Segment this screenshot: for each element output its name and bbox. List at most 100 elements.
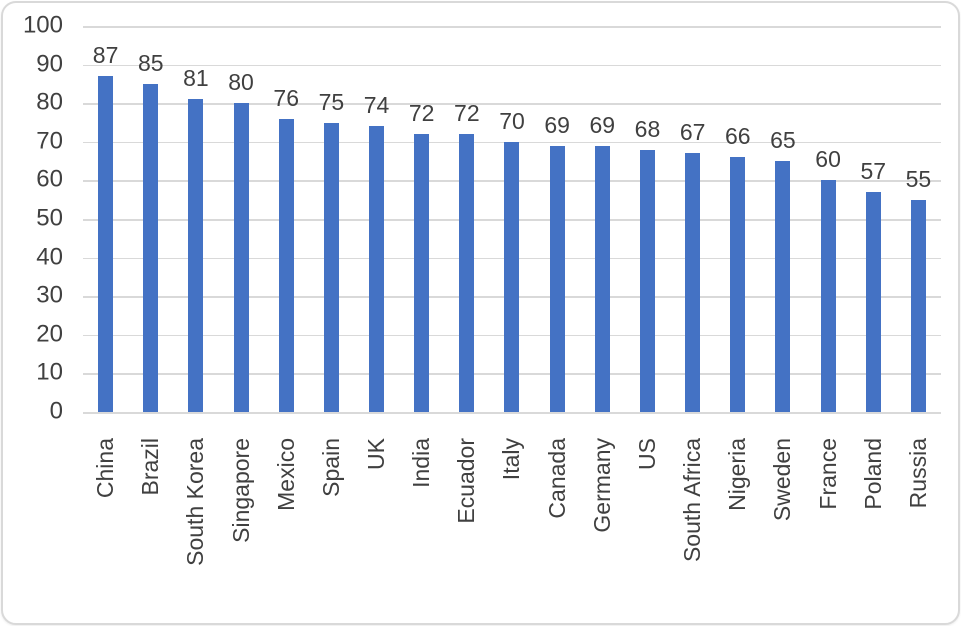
bar-ecuador [459,134,475,412]
bar-us [639,149,655,412]
bar-column-canada: 69 [535,26,580,412]
x-tick-label-nigeria: Nigeria [724,438,751,511]
x-tick-label-mexico: Mexico [272,438,299,511]
x-label-cell-france: France [806,438,851,626]
y-tick-label-50: 50 [36,204,63,232]
bar-column-italy: 70 [489,26,534,412]
data-label-russia: 55 [905,165,932,192]
bar-column-us: 68 [625,26,670,412]
data-label-canada: 69 [544,111,570,138]
x-label-cell-italy: Italy [489,438,534,626]
data-label-uk: 74 [363,92,390,119]
y-tick-label-40: 40 [36,243,63,271]
data-label-ecuador: 72 [454,100,480,127]
y-tick-label-10: 10 [36,358,63,386]
bar-china [98,76,114,412]
data-label-spain: 75 [318,88,345,115]
x-label-cell-singapore: Singapore [218,438,263,626]
y-axis: 100 90 80 70 60 50 40 30 20 10 0 [3,3,67,623]
x-label-cell-india: India [399,438,444,626]
x-label-cell-ecuador: Ecuador [444,438,489,626]
bar-india [414,134,430,412]
bar-column-ecuador: 72 [444,26,489,412]
y-tick-label-30: 30 [36,281,63,309]
bar-column-nigeria: 66 [715,26,760,412]
x-label-cell-poland: Poland [851,438,896,626]
x-tick-label-south-korea: South Korea [182,438,209,566]
x-tick-label-russia: Russia [904,438,931,509]
bar-column-brazil: 85 [128,26,173,412]
gridline-0 [83,412,941,414]
x-label-cell-sweden: Sweden [760,438,805,626]
bar-column-poland: 57 [851,26,896,412]
bar-column-france: 60 [806,26,851,412]
x-tick-label-germany: Germany [588,438,615,533]
data-label-sweden: 65 [770,127,796,154]
y-tick-label-20: 20 [36,320,63,348]
x-label-cell-south-korea: South Korea [173,438,218,626]
x-tick-label-brazil: Brazil [137,438,164,496]
data-label-france: 60 [815,146,841,173]
x-label-cell-us: US [625,438,670,626]
y-tick-label-80: 80 [36,88,63,116]
x-label-cell-spain: Spain [309,438,354,626]
data-label-india: 72 [408,100,435,127]
bar-column-uk: 74 [354,26,399,412]
x-tick-label-india: India [408,438,435,488]
x-label-cell-uk: UK [354,438,399,626]
x-label-cell-south-africa: South Africa [670,438,715,626]
data-label-south-korea: 81 [183,65,209,92]
data-label-mexico: 76 [273,84,299,111]
x-label-cell-germany: Germany [580,438,625,626]
bar-column-spain: 75 [309,26,354,412]
x-tick-label-south-africa: South Africa [679,438,706,563]
bar-sweden [775,161,791,412]
bar-nigeria [730,157,746,412]
bar-spain [323,122,339,412]
x-tick-label-canada: Canada [543,438,570,519]
bar-france [820,180,836,412]
x-label-cell-canada: Canada [535,438,580,626]
x-label-cell-brazil: Brazil [128,438,173,626]
data-label-nigeria: 66 [724,123,751,150]
bar-series: 87 85 81 80 76 75 74 72 72 70 69 69 68 67 66 65 60 57 55 [83,26,941,412]
y-tick-label-100: 100 [22,11,63,39]
data-label-germany: 69 [589,111,616,138]
bar-column-mexico: 76 [264,26,309,412]
bar-column-sweden: 65 [760,26,805,412]
bar-italy [504,141,520,412]
data-label-china: 87 [92,42,119,69]
bar-singapore [233,103,249,412]
y-tick-label-90: 90 [36,50,63,78]
data-label-us: 68 [634,115,661,142]
data-label-poland: 57 [860,157,887,184]
gridline-90 [83,64,941,67]
bar-germany [594,145,610,412]
x-tick-label-poland: Poland [859,438,886,510]
y-tick-label-70: 70 [36,127,63,155]
y-tick-label-60: 60 [36,165,63,193]
data-label-singapore: 80 [228,69,254,96]
bar-column-china: 87 [83,26,128,412]
x-label-cell-russia: Russia [896,438,941,626]
bar-south-korea [188,99,204,412]
bar-column-south-africa: 67 [670,26,715,412]
x-axis: China Brazil South Korea Singapore Mexico Spa… [83,438,941,626]
bar-mexico [278,118,294,412]
bar-south-africa [685,153,701,412]
data-label-south-africa: 67 [679,119,706,146]
bar-column-singapore: 80 [218,26,263,412]
x-label-cell-nigeria: Nigeria [715,438,760,626]
x-tick-label-italy: Italy [498,438,525,481]
x-tick-label-france: France [814,438,841,510]
gridline-80 [83,103,941,105]
x-tick-label-ecuador: Ecuador [453,438,480,524]
x-tick-label-uk: UK [363,438,390,470]
bar-brazil [143,83,159,412]
x-label-cell-mexico: Mexico [264,438,309,626]
x-label-cell-china: China [83,438,128,626]
x-tick-label-sweden: Sweden [769,438,796,522]
bar-poland [865,191,881,412]
bar-column-germany: 69 [580,26,625,412]
